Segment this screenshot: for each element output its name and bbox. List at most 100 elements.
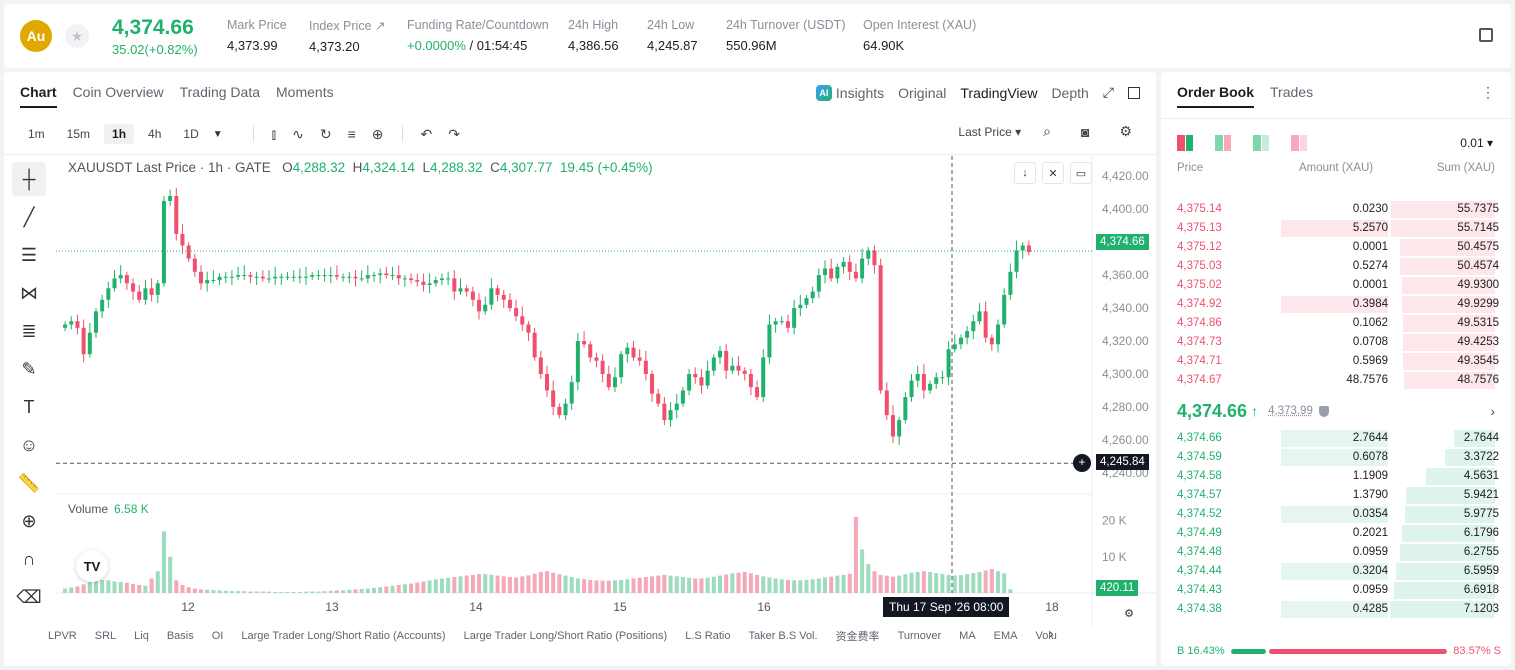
tab-order-book[interactable]: Order Book: [1177, 84, 1254, 108]
view-bids-icon[interactable]: [1253, 135, 1269, 151]
bid-row[interactable]: 4,374.44 0.3204 6.5959: [1161, 562, 1511, 581]
ask-row[interactable]: 4,375.03 0.5274 50.4574: [1161, 257, 1511, 276]
candle-body: [347, 276, 352, 278]
volume-bar: [161, 531, 166, 593]
ask-row[interactable]: 4,374.71 0.5969 49.3545: [1161, 352, 1511, 371]
fullscreen-icon[interactable]: [1128, 86, 1140, 99]
camera-icon[interactable]: ◙: [1080, 123, 1090, 140]
chart-settings-icon[interactable]: ⚙: [1118, 602, 1140, 624]
zoom-in-tool-icon[interactable]: ⊕: [21, 510, 37, 531]
replay-icon[interactable]: ↻: [319, 125, 332, 142]
tab-original[interactable]: Original: [898, 84, 947, 101]
tab-trades[interactable]: Trades: [1270, 84, 1314, 100]
collapse-icon[interactable]: ✕: [1042, 162, 1064, 184]
row-sum: 3.3722: [1463, 451, 1499, 463]
favorite-star-icon[interactable]: ★: [65, 24, 89, 48]
indicator-item[interactable]: Large Trader Long/Short Ratio (Accounts): [241, 630, 446, 642]
row-sum: 2.7644: [1463, 432, 1499, 444]
notes-icon[interactable]: [1479, 28, 1493, 42]
bid-row[interactable]: 4,374.59 0.6078 3.3722: [1161, 448, 1511, 467]
template-icon[interactable]: ≡: [347, 126, 356, 142]
ruler-tool-icon[interactable]: 📏: [17, 472, 41, 493]
candle-type-icon[interactable]: ⫾: [271, 125, 277, 142]
indicator-item[interactable]: Basis: [166, 630, 194, 642]
scroll-right-icon[interactable]: ›: [1049, 626, 1054, 641]
indicator-item[interactable]: Taker B.S Vol.: [748, 630, 818, 642]
tab-moments[interactable]: Moments: [276, 84, 334, 100]
indicator-item[interactable]: Volu: [1035, 630, 1057, 642]
ask-row[interactable]: 4,374.73 0.0708 49.4253: [1161, 333, 1511, 352]
bid-row[interactable]: 4,374.57 1.3790 5.9421: [1161, 486, 1511, 505]
tradingview-logo[interactable]: TV: [76, 550, 108, 582]
ask-row[interactable]: 4,375.02 0.0001 49.9300: [1161, 276, 1511, 295]
text-tool-icon[interactable]: T: [23, 396, 35, 417]
tab-chart[interactable]: Chart: [20, 84, 57, 108]
interval-1d[interactable]: 1D: [183, 127, 199, 141]
indicator-item[interactable]: SRL: [94, 630, 117, 642]
indicator-item[interactable]: OI: [211, 630, 224, 642]
interval-1h[interactable]: 1h: [104, 124, 135, 144]
price-type-select[interactable]: Last Price ▾: [958, 124, 1022, 139]
ask-row[interactable]: 4,374.67 48.7576 48.7576: [1161, 371, 1511, 390]
chevron-right-icon[interactable]: ›: [1490, 403, 1495, 419]
bid-row[interactable]: 4,374.49 0.2021 6.1796: [1161, 524, 1511, 543]
indicator-item[interactable]: 资金费率: [835, 631, 880, 643]
precision-select[interactable]: 0.01 ▾: [1460, 136, 1493, 150]
add-indicator-icon[interactable]: ⊕: [371, 125, 384, 142]
bid-row[interactable]: 4,374.38 0.4285 7.1203: [1161, 600, 1511, 619]
search-icon[interactable]: ⌕: [1043, 123, 1051, 139]
eraser-tool-icon[interactable]: ⌫: [16, 586, 42, 607]
bid-row[interactable]: 4,374.43 0.0959 6.6918: [1161, 581, 1511, 600]
interval-15m[interactable]: 15m: [66, 127, 91, 141]
indicator-item[interactable]: Turnover: [897, 630, 942, 642]
candlestick-chart[interactable]: 4,420.004,400.004,380.004,360.004,340.00…: [56, 156, 1156, 626]
tab-trading-data[interactable]: Trading Data: [179, 84, 261, 100]
ask-row[interactable]: 4,375.12 0.0001 50.4575: [1161, 238, 1511, 257]
emoji-tool-icon[interactable]: ☺: [19, 434, 39, 455]
bid-row[interactable]: 4,374.66 2.7644 2.7644: [1161, 429, 1511, 448]
indicator-item[interactable]: Large Trader Long/Short Ratio (Positions…: [463, 630, 668, 642]
bid-row[interactable]: 4,374.58 1.1909 4.5631: [1161, 467, 1511, 486]
ask-row[interactable]: 4,374.86 0.1062 49.5315: [1161, 314, 1511, 333]
indicators-icon[interactable]: ∿: [292, 125, 304, 142]
brush-tool-icon[interactable]: ✎: [21, 358, 37, 379]
add-alert-icon[interactable]: +: [1073, 454, 1091, 472]
magnet-tool-icon[interactable]: ∩: [22, 548, 36, 569]
interval-dropdown-icon[interactable]: ▼: [212, 128, 223, 140]
tab-tradingview[interactable]: TradingView: [960, 84, 1038, 101]
ask-row[interactable]: 4,375.14 0.0230 55.7375: [1161, 200, 1511, 219]
bid-row[interactable]: 4,374.52 0.0354 5.9775: [1161, 505, 1511, 524]
indicator-item[interactable]: Liq: [134, 630, 149, 642]
bid-row[interactable]: 4,374.48 0.0959 6.2755: [1161, 543, 1511, 562]
indicator-item[interactable]: LPVR: [48, 630, 77, 642]
settings-gear-icon[interactable]: ⚙: [1119, 123, 1132, 139]
interval-4h[interactable]: 4h: [148, 127, 162, 141]
depth-bar: [1445, 449, 1495, 466]
interval-1m[interactable]: 1m: [28, 127, 45, 141]
tab-coin-overview[interactable]: Coin Overview: [72, 84, 164, 100]
fib-tool-icon[interactable]: ≣: [21, 320, 37, 341]
pattern-tool-icon[interactable]: ⋈: [20, 282, 38, 303]
tab-depth[interactable]: Depth: [1051, 84, 1089, 101]
ask-row[interactable]: 4,374.92 0.3984 49.9299: [1161, 295, 1511, 314]
volume-bar: [316, 591, 321, 593]
crosshair-tool-icon[interactable]: ┼: [12, 162, 46, 196]
undo-icon[interactable]: ↶: [420, 125, 433, 142]
trend-line-tool-icon[interactable]: ╱: [23, 206, 35, 227]
stat-index-price[interactable]: Index Price ↗ 4,373.20: [309, 19, 386, 54]
ask-row[interactable]: 4,375.13 5.2570 55.7145: [1161, 219, 1511, 238]
price-chart[interactable]: 4,420.004,400.004,380.004,360.004,340.00…: [56, 156, 1156, 666]
scroll-down-icon[interactable]: ↓: [1014, 162, 1036, 184]
indicator-item[interactable]: MA: [959, 630, 976, 642]
view-asks-icon[interactable]: [1291, 135, 1307, 151]
expand-icon[interactable]: ⤢: [1102, 84, 1114, 100]
horizontal-lines-tool-icon[interactable]: ☰: [20, 244, 38, 265]
view-both-icon[interactable]: [1177, 135, 1193, 151]
more-menu-icon[interactable]: ⋮: [1481, 84, 1495, 100]
redo-icon[interactable]: ↷: [448, 125, 460, 142]
indicator-item[interactable]: EMA: [993, 630, 1018, 642]
view-buy-sell-icon[interactable]: [1215, 135, 1231, 151]
tab-insights[interactable]: AI Insights: [815, 84, 884, 101]
maximize-pane-icon[interactable]: ▭: [1070, 162, 1092, 184]
indicator-item[interactable]: L.S Ratio: [685, 630, 731, 642]
